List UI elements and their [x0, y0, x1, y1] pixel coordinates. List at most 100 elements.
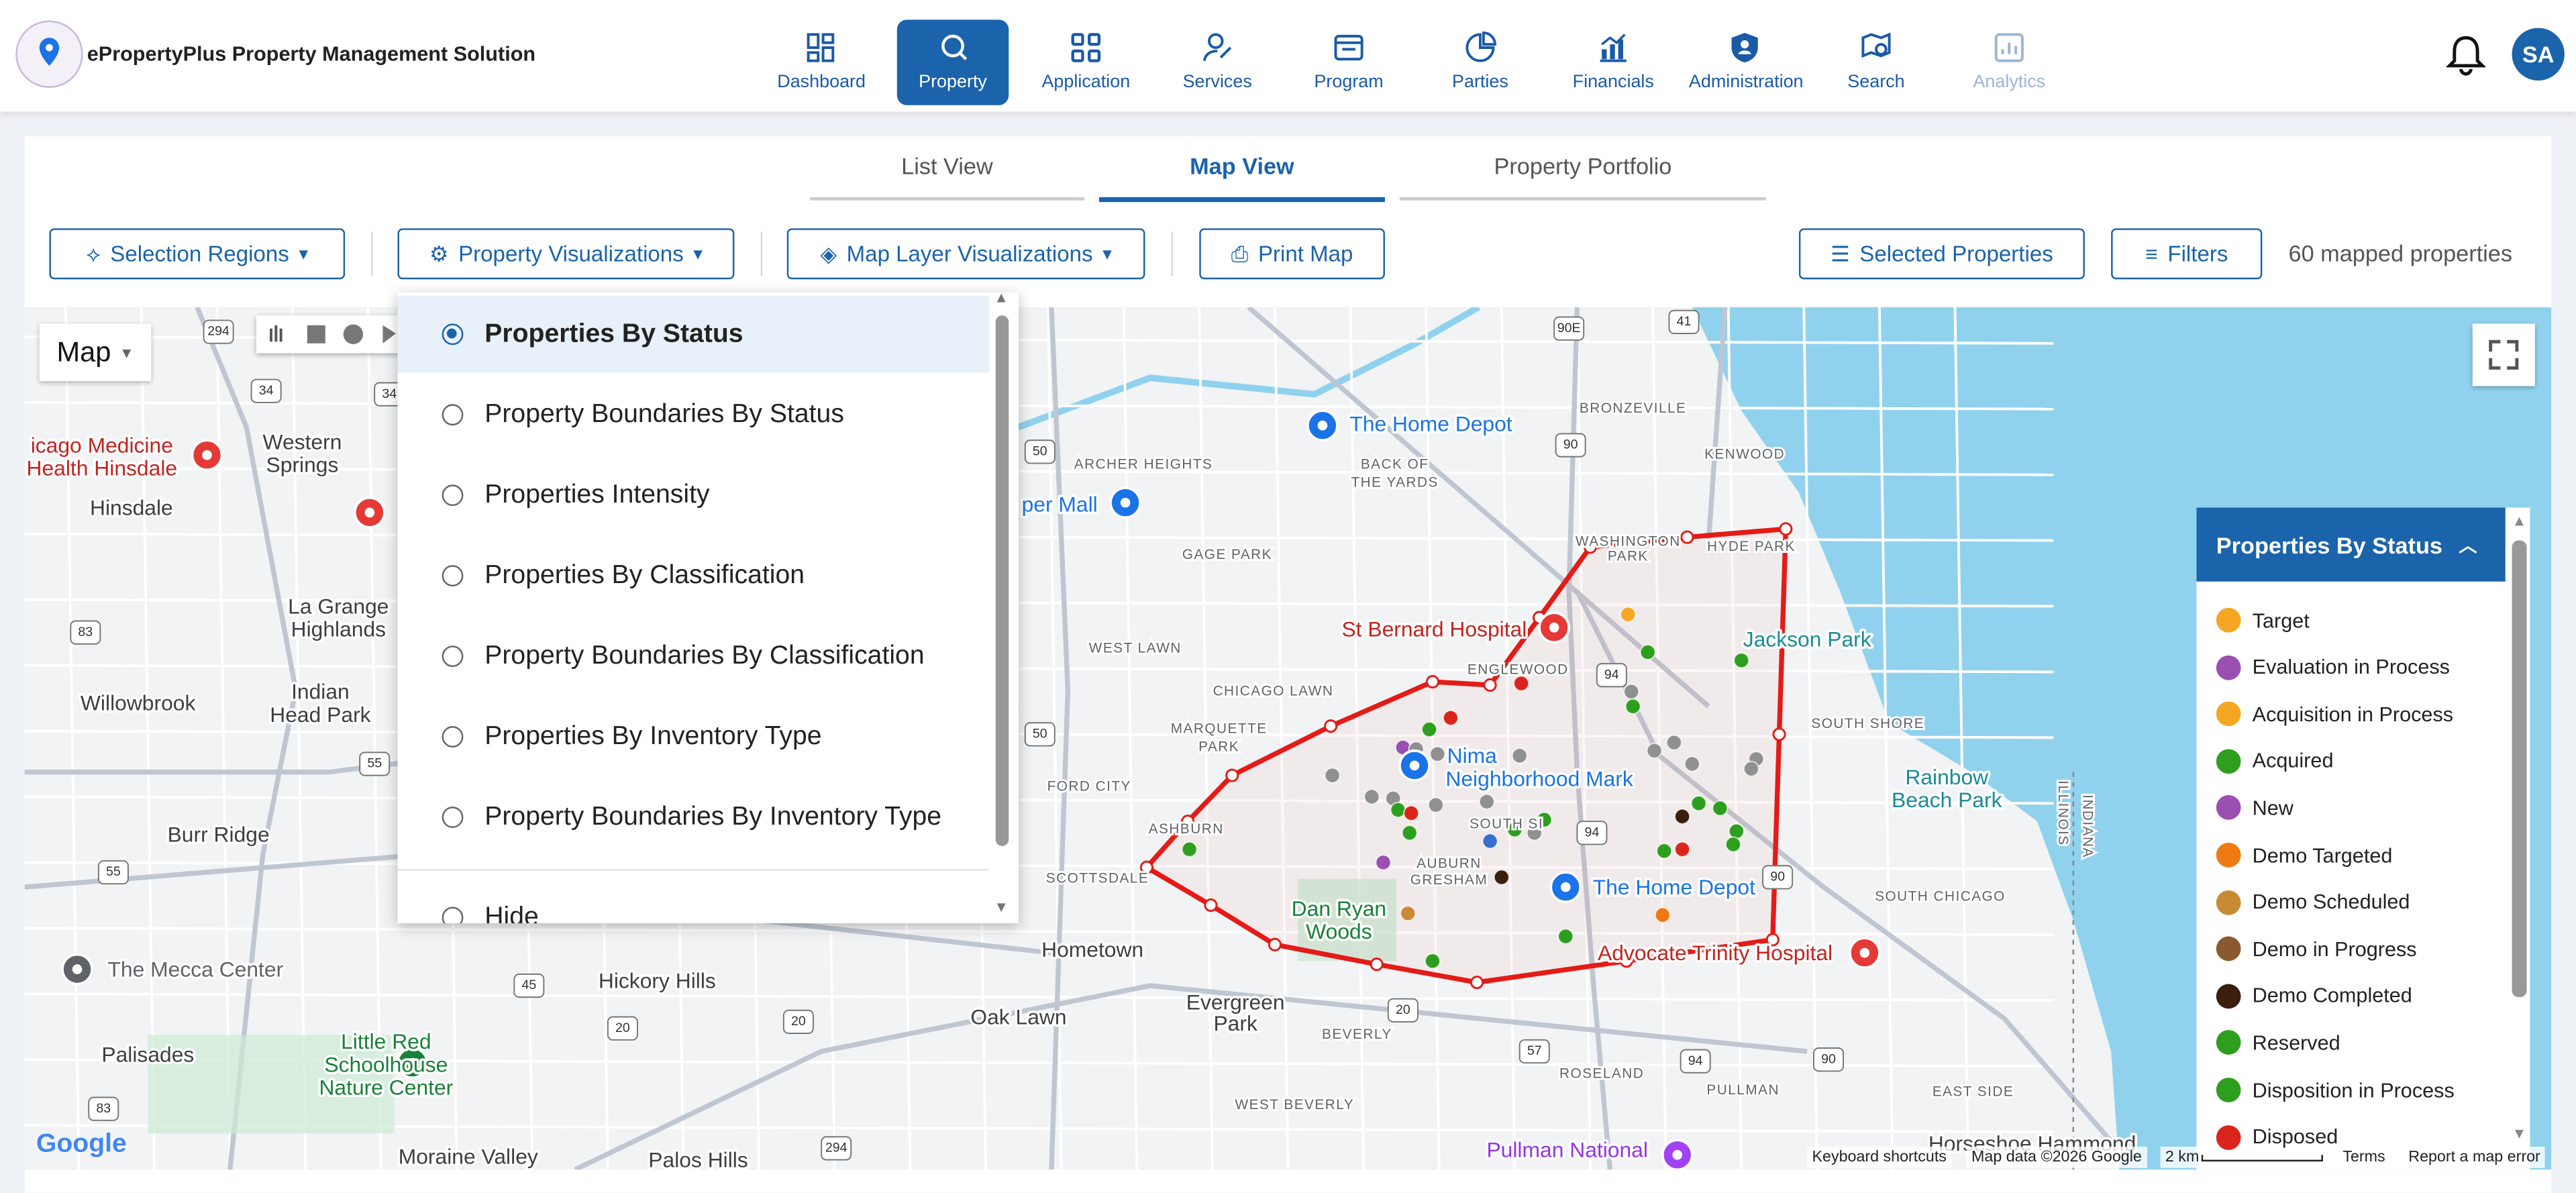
nav-label: Financials: [1572, 72, 1654, 93]
tab[interactable]: Property Portfolio: [1494, 152, 1672, 179]
nav-item[interactable]: Search: [1820, 19, 1932, 105]
button-label: Selected Properties: [1859, 241, 2053, 266]
nav-item[interactable]: Property: [896, 19, 1009, 105]
map-footer-text[interactable]: Report a map error: [2403, 1146, 2546, 1168]
highway-shield: [1024, 439, 1055, 464]
tab-underline: [810, 197, 1084, 201]
legend-item[interactable]: Demo in Progress: [2216, 937, 2417, 962]
caret: ▾: [1102, 244, 1112, 265]
option-label: Properties By Classification: [484, 561, 805, 589]
legend-item[interactable]: Reserved: [2216, 1031, 2340, 1055]
park: [1298, 878, 1397, 962]
toolbar-button[interactable]: ⎙ Print Map: [1199, 228, 1385, 280]
street: [1877, 307, 1894, 1170]
place-label: Indian: [291, 680, 350, 704]
dropdown-option[interactable]: Property Boundaries By Inventory Type: [397, 779, 988, 856]
toolbar-button[interactable]: ⚙ Property Visualizations ▾: [397, 228, 735, 280]
shield-number: 34: [259, 383, 274, 398]
toolbar-button[interactable]: ⟡ Selection Regions ▾: [49, 228, 346, 280]
legend-item[interactable]: New: [2216, 795, 2294, 821]
dropdown-option[interactable]: Hide: [397, 879, 988, 923]
nav-icon: [1861, 32, 1891, 58]
highway-shield: [1024, 722, 1055, 747]
property-marker: [1639, 643, 1656, 660]
dropdown-option[interactable]: Properties Intensity: [397, 457, 988, 534]
legend-item[interactable]: Demo Scheduled: [2216, 890, 2410, 915]
district-label: CHICAGO LAWN: [1213, 683, 1334, 698]
dropdown-option[interactable]: Properties By Classification: [397, 537, 988, 615]
shield-number: 57: [1527, 1043, 1542, 1058]
place-label: The Mecca Center: [108, 957, 284, 981]
mapped-count: 60 mapped properties: [2288, 240, 2513, 266]
fullscreen-button[interactable]: [2472, 323, 2535, 386]
drawing-tools[interactable]: [256, 315, 405, 354]
dropdown-option[interactable]: Property Boundaries By Status: [397, 376, 988, 454]
nav-item[interactable]: Financials: [1557, 19, 1669, 105]
district-label: WEST LAWN: [1089, 641, 1182, 656]
highway: [195, 307, 299, 1170]
legend-item[interactable]: Acquisition in Process: [2216, 701, 2453, 727]
dropdown-option[interactable]: Property Boundaries By Classification: [397, 618, 988, 695]
river: [1017, 307, 1480, 431]
notifications[interactable]: [2446, 34, 2486, 77]
street: [1651, 307, 1667, 1170]
legend-item[interactable]: Disposed: [2216, 1125, 2338, 1149]
shield-number: 294: [825, 1141, 847, 1155]
nav-label: Administration: [1688, 72, 1804, 93]
property-marker: [1656, 843, 1673, 860]
nav-item[interactable]: Administration: [1688, 19, 1804, 105]
highway-shield: [203, 319, 234, 344]
property-marker: [1654, 906, 1671, 923]
property-marker: [1511, 747, 1528, 764]
nav-item[interactable]: Application: [1030, 19, 1141, 105]
nav-item[interactable]: Dashboard: [766, 19, 877, 105]
property-marker: [1363, 788, 1380, 805]
scroll-down[interactable]: ▼: [994, 898, 1009, 915]
highway-shield: [1668, 309, 1700, 334]
button-label: Map Layer Visualizations: [846, 241, 1093, 266]
property-marker: [1482, 833, 1498, 849]
legend-item[interactable]: Demo Targeted: [2216, 842, 2392, 868]
button-icon: ⟡: [86, 240, 101, 266]
tab[interactable]: Map View: [1190, 152, 1294, 179]
legend-item[interactable]: Acquired: [2216, 748, 2333, 774]
dropdown-option[interactable]: Properties By Inventory Type: [397, 698, 988, 776]
district-label: ASHBURN: [1149, 821, 1224, 837]
district-label: PARK: [1198, 739, 1239, 754]
legend-header[interactable]: Properties By Status ︿: [2196, 507, 2506, 582]
nav-item[interactable]: Parties: [1425, 19, 1536, 105]
dropdown-option[interactable]: Properties By Status: [397, 295, 989, 373]
place-label: The Home Depot: [1593, 875, 1755, 899]
map-type-button[interactable]: Map ▼: [39, 323, 152, 382]
legend-item[interactable]: Evaluation in Process: [2216, 654, 2450, 680]
district-label: ARCHER HEIGHTS: [1074, 456, 1213, 472]
place-label: Nature Center: [319, 1076, 453, 1100]
legend-item[interactable]: Disposition in Process: [2216, 1078, 2455, 1102]
toolbar-button[interactable]: ☰ Selected Properties: [1798, 228, 2085, 280]
header: ePropertyPlus Property Management Soluti…: [0, 0, 2576, 112]
legend-scroll-up[interactable]: ▲: [2512, 512, 2527, 529]
place-label: Neighborhood Mark: [1445, 766, 1633, 790]
toolbar-button[interactable]: ◈ Map Layer Visualizations ▾: [786, 228, 1145, 280]
scroll-up[interactable]: ▲: [994, 292, 1009, 306]
map-footer-text[interactable]: Terms: [2337, 1146, 2391, 1168]
property-marker: [1725, 836, 1741, 853]
nav-item[interactable]: Services: [1162, 19, 1273, 105]
district-label: GRESHAM: [1410, 872, 1488, 888]
avatar[interactable]: SA: [2512, 28, 2565, 81]
nav-item[interactable]: Program: [1293, 19, 1404, 105]
region-vertex: [1483, 678, 1497, 692]
legend-item[interactable]: Target: [2216, 607, 2310, 633]
nav-icon: [941, 34, 968, 60]
legend-scroll-down[interactable]: ▼: [2512, 1125, 2527, 1142]
poi-dot: [1409, 760, 1420, 771]
place-label: Evergreen: [1186, 990, 1285, 1014]
place-label: The Home Depot: [1349, 412, 1512, 436]
map-footer-text[interactable]: Keyboard shortcuts: [1807, 1146, 1952, 1168]
tab[interactable]: List View: [901, 152, 993, 179]
legend-item[interactable]: Demo Completed: [2216, 984, 2412, 1008]
nav-item[interactable]: Analytics: [1953, 19, 2065, 105]
toolbar-button[interactable]: ≡ Filters: [2111, 228, 2263, 280]
district-label: MARQUETTE: [1171, 721, 1268, 737]
map-footer-text: Map data ©2026 Google: [1966, 1146, 2147, 1168]
